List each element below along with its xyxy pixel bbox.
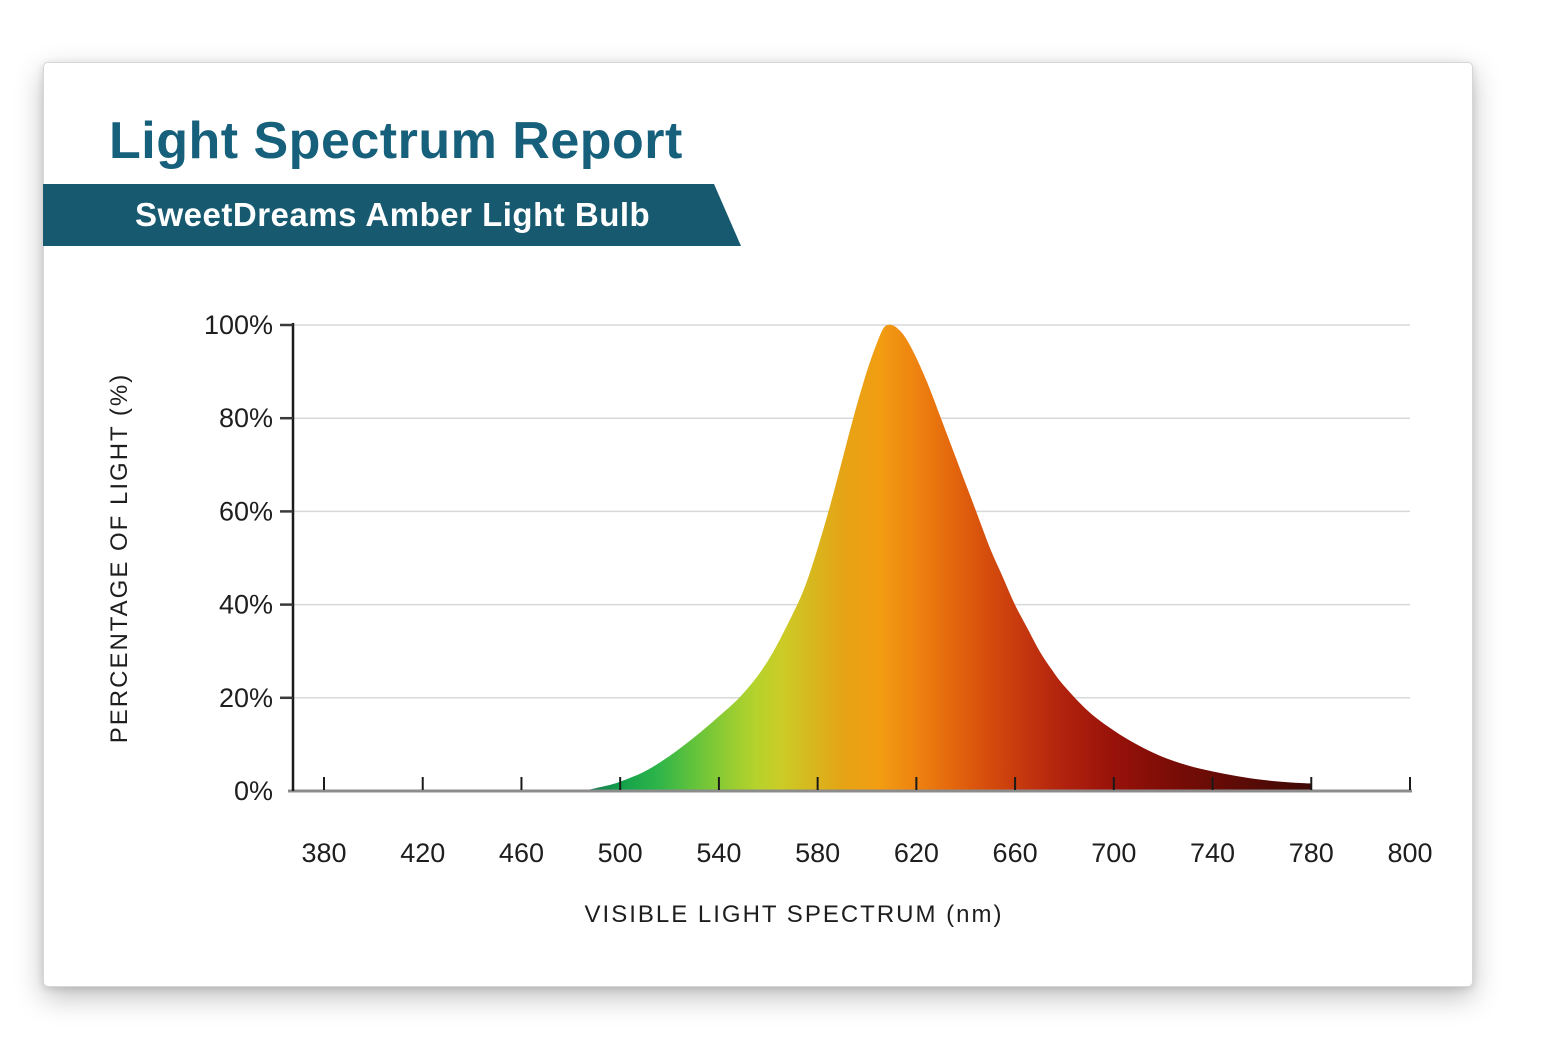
page-title: Light Spectrum Report xyxy=(109,112,683,170)
product-banner: SweetDreams Amber Light Bulb xyxy=(43,184,741,246)
report-card: Light Spectrum Report SweetDreams Amber … xyxy=(43,62,1473,987)
product-banner-label: SweetDreams Amber Light Bulb xyxy=(135,196,651,233)
